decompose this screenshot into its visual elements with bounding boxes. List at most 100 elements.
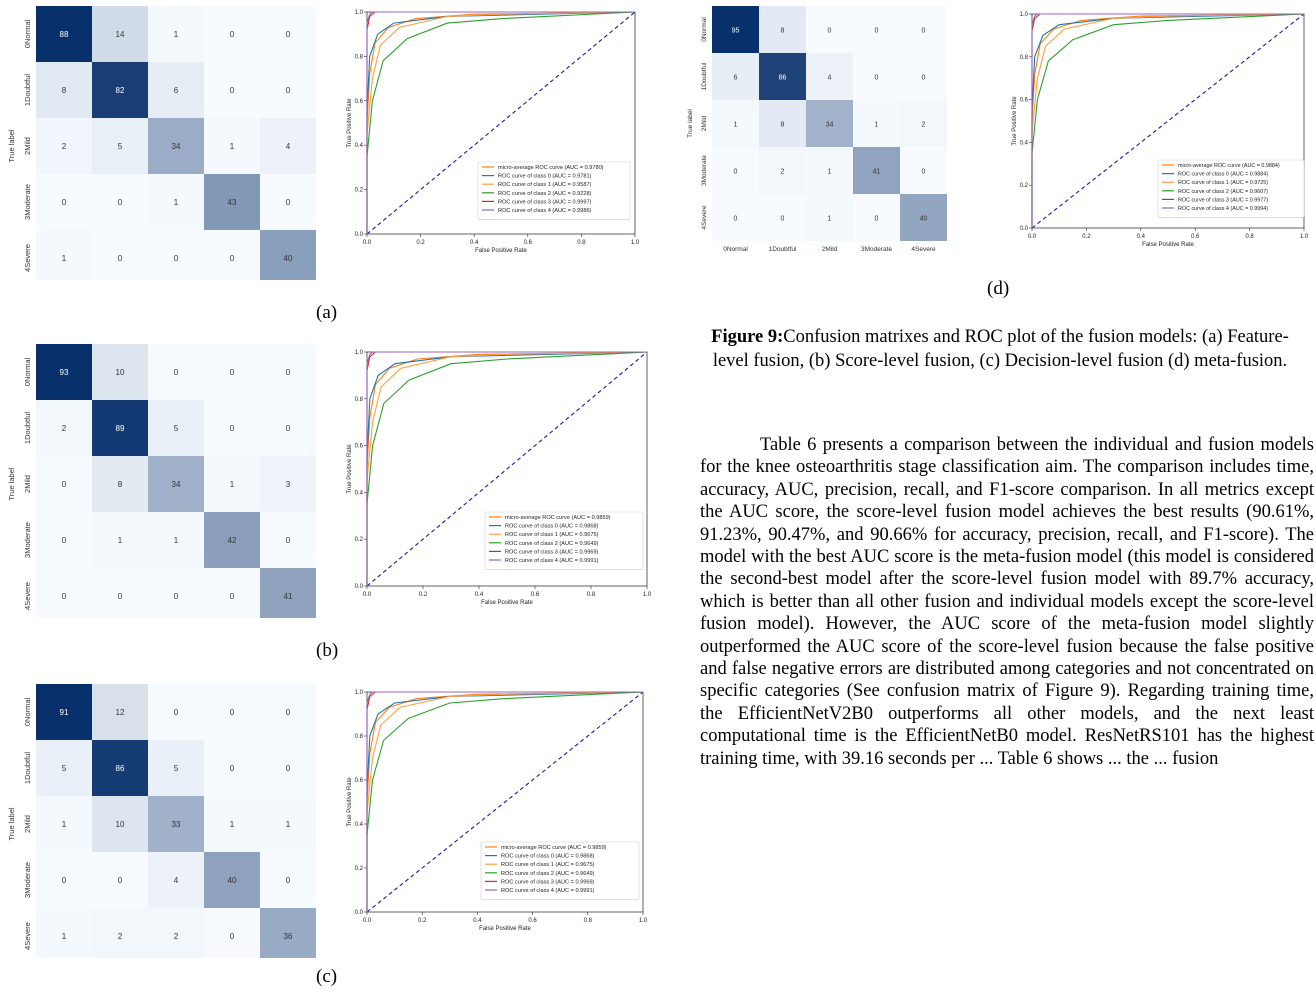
cm-cell xyxy=(36,852,92,908)
cm-ylabel: True label xyxy=(7,129,16,162)
cm-cell xyxy=(204,174,260,230)
cm-x-tick-label: 0Normal xyxy=(723,246,748,253)
cm-cell xyxy=(204,740,260,796)
cm-cell xyxy=(36,118,92,174)
cm-ylabel: True label xyxy=(687,109,694,138)
roc-x-tick-label: 0.8 xyxy=(587,592,596,598)
roc-legend-label: ROC curve of class 2 (AUC = 0.9649) xyxy=(505,541,599,547)
roc-legend-label: ROC curve of class 3 (AUC = 0.9977) xyxy=(1178,197,1268,203)
roc-curve-2 xyxy=(366,351,648,586)
roc-y-tick-label: 1.0 xyxy=(355,350,364,356)
cm-cell xyxy=(36,908,92,964)
cm-cell xyxy=(148,118,204,174)
cm-cell xyxy=(204,230,260,286)
cm-value: 4 xyxy=(828,75,832,82)
cm-cell xyxy=(260,400,316,456)
cm-y-tick-label: 2Mild xyxy=(23,815,32,833)
roc-y-tick-label: 0.6 xyxy=(1020,98,1029,104)
panel-label-a: (a) xyxy=(316,302,338,323)
cm-value: 12 xyxy=(116,708,125,717)
roc-y-tick-label: 0.4 xyxy=(355,490,364,496)
cm-value: 2 xyxy=(118,932,123,941)
cm-value: 0 xyxy=(118,592,123,601)
roc-x-tick-label: 0.6 xyxy=(524,240,533,246)
cm-value: 0 xyxy=(230,592,235,601)
cm-value: 0 xyxy=(286,764,291,773)
roc-y-tick-label: 0.4 xyxy=(1020,140,1029,146)
cm-cell xyxy=(204,118,260,174)
roc-y-tick-label: 1.0 xyxy=(355,10,364,16)
roc-x-tick-label: 0.8 xyxy=(577,240,586,246)
cm-value: 0 xyxy=(62,592,67,601)
figure-a-confusion: 88141008826002534140014301000400Normal0N… xyxy=(2,2,332,308)
cm-value: 1 xyxy=(828,169,832,176)
cm-cell xyxy=(92,344,148,400)
cm-cell xyxy=(260,512,316,568)
cm-value: 40 xyxy=(228,876,237,885)
roc-legend-label: ROC curve of class 0 (AUC = 0.9868) xyxy=(501,854,595,860)
cm-cell xyxy=(759,100,806,147)
cm-value: 0 xyxy=(828,28,832,35)
cm-value: 1 xyxy=(734,122,738,129)
cm-y-tick-label: 4Severe xyxy=(701,205,708,230)
cm-cell xyxy=(148,62,204,118)
cm-cell xyxy=(204,344,260,400)
cm-cell xyxy=(148,174,204,230)
cm-y-tick-label: 4Severe xyxy=(23,582,32,610)
cm-cell xyxy=(92,852,148,908)
cm-value: 1 xyxy=(62,254,67,263)
roc-curve-2 xyxy=(1031,13,1305,228)
roc-ylabel: True Positive Rate xyxy=(347,777,353,827)
roc-curve-5 xyxy=(1031,13,1304,228)
roc-legend-label: ROC curve of class 0 (AUC = 0.9884) xyxy=(1178,172,1268,178)
roc-x-tick-label: 0.2 xyxy=(416,240,425,246)
cm-value: 5 xyxy=(174,764,179,773)
cm-value: 0 xyxy=(781,216,785,223)
cm-cell xyxy=(204,512,260,568)
roc-xlabel: False Positive Rate xyxy=(479,926,531,932)
cm-x-tick-label: 4Severe xyxy=(911,246,936,253)
cm-value: 1 xyxy=(174,30,179,39)
cm-cell xyxy=(36,230,92,286)
roc-ylabel: True Positive Rate xyxy=(347,98,353,148)
cm-value: 2 xyxy=(174,932,179,941)
cm-value: 1 xyxy=(118,536,123,545)
roc-curve-2 xyxy=(366,691,644,912)
cm-cell xyxy=(148,684,204,740)
roc-curve-5 xyxy=(366,11,635,234)
cm-cell xyxy=(92,796,148,852)
roc-curve-3 xyxy=(366,11,636,234)
cm-value: 14 xyxy=(116,30,125,39)
cm-value: 0 xyxy=(230,424,235,433)
roc-x-tick-label: 0.4 xyxy=(473,918,482,924)
cm-cell xyxy=(260,230,316,286)
cm-cell xyxy=(712,53,759,100)
roc-legend-label: ROC curve of class 3 (AUC = 0.9969) xyxy=(501,879,595,885)
cm-cell xyxy=(260,740,316,796)
roc-legend-label: ROC curve of class 4 (AUC = 0.9994) xyxy=(1178,206,1268,212)
roc-legend-label: micro-average ROC curve (AUC = 0.9859) xyxy=(501,845,607,851)
cm-cell xyxy=(36,62,92,118)
cm-value: 0 xyxy=(62,480,67,489)
roc-x-tick-label: 0.2 xyxy=(1082,234,1091,240)
roc-legend-label: micro-average ROC curve (AUC = 0.9884) xyxy=(1178,163,1280,169)
body-paragraph: Table 6 presents a comparison between th… xyxy=(700,435,1314,769)
roc-y-tick-label: 0.6 xyxy=(355,99,364,105)
roc-y-tick-label: 1.0 xyxy=(1020,12,1029,18)
cm-value: 0 xyxy=(286,876,291,885)
cm-value: 5 xyxy=(118,142,123,151)
cm-value: 1 xyxy=(174,198,179,207)
panel-label-c: (c) xyxy=(316,966,338,987)
roc-y-tick-label: 0.2 xyxy=(1020,183,1029,189)
cm-value: 0 xyxy=(230,708,235,717)
roc-y-tick-label: 1.0 xyxy=(355,690,364,696)
cm-value: 0 xyxy=(286,424,291,433)
cm-cell xyxy=(806,100,853,147)
cm-cell xyxy=(36,512,92,568)
cm-cell xyxy=(36,740,92,796)
cm-cell xyxy=(260,118,316,174)
cm-cell xyxy=(148,344,204,400)
roc-y-tick-label: 0.2 xyxy=(355,188,364,194)
cm-value: 0 xyxy=(62,536,67,545)
roc-x-tick-label: 1.0 xyxy=(639,918,648,924)
